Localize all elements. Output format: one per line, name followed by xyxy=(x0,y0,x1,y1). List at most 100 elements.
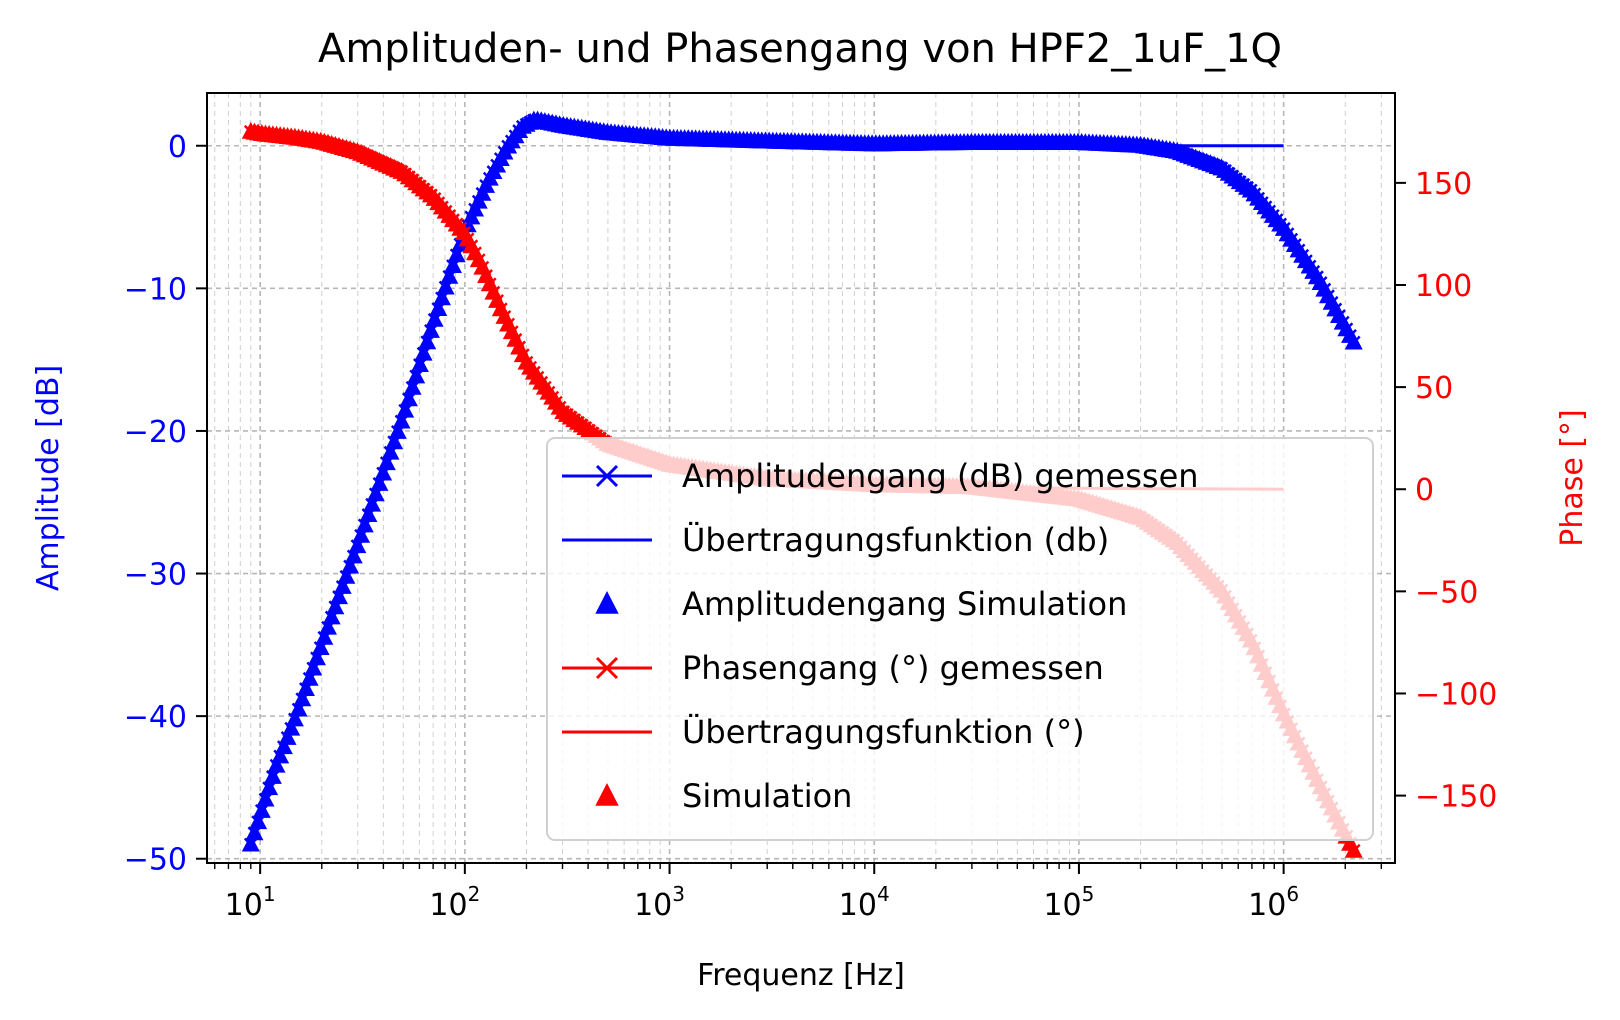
y-left-tick-label: −20 xyxy=(124,415,187,450)
triangle-marker xyxy=(267,755,286,773)
y-right-tick-label: −150 xyxy=(1415,780,1497,815)
triangle-marker xyxy=(366,484,385,502)
triangle-marker xyxy=(337,566,356,584)
triangle-marker xyxy=(1344,840,1363,858)
triangle-marker xyxy=(440,266,459,284)
x-tick-exponent: 1 xyxy=(263,882,276,906)
x-tick-base: 10 xyxy=(839,888,877,923)
triangle-marker xyxy=(333,576,352,594)
triangle-marker xyxy=(318,617,337,635)
legend-label: Übertragungsfunktion (°) xyxy=(682,713,1085,751)
triangle-marker xyxy=(421,320,440,338)
y-right-tick-label: 100 xyxy=(1415,269,1472,304)
y-right-tick-label: −50 xyxy=(1415,575,1478,610)
x-tick-exponent: 5 xyxy=(1082,882,1095,906)
triangle-marker xyxy=(263,766,282,784)
triangle-marker xyxy=(410,355,429,373)
triangle-marker xyxy=(285,709,304,727)
legend-handle-triangle xyxy=(595,591,619,614)
x-tick-label: 106 xyxy=(1248,882,1299,923)
triangle-marker xyxy=(249,812,268,830)
triangle-marker xyxy=(429,298,448,316)
x-tick-exponent: 4 xyxy=(877,882,890,906)
triangle-marker xyxy=(399,389,418,407)
x-tick-exponent: 3 xyxy=(672,882,685,906)
triangle-marker xyxy=(260,778,279,796)
triangle-marker xyxy=(274,737,293,755)
triangle-marker xyxy=(436,277,455,295)
y-left-tick-label: −50 xyxy=(124,843,187,878)
triangle-marker xyxy=(396,400,415,418)
legend-handle-triangle xyxy=(595,783,619,806)
triangle-marker xyxy=(451,234,470,252)
triangle-marker xyxy=(282,718,301,736)
y-right-tick-label: 0 xyxy=(1415,473,1434,508)
y-axis-right: 150 100 50 0 −50 −100 −150 xyxy=(1395,167,1497,815)
triangle-marker xyxy=(355,515,374,533)
triangle-marker xyxy=(293,689,312,707)
y-right-tick-label: −100 xyxy=(1415,677,1497,712)
triangle-marker xyxy=(304,658,323,676)
legend-handle-x xyxy=(595,464,619,488)
triangle-marker xyxy=(344,546,363,564)
y-right-tick-label: 50 xyxy=(1415,371,1453,406)
triangle-marker xyxy=(443,255,462,273)
x-axis-label: Frequenz [Hz] xyxy=(697,958,905,993)
x-tick-base: 10 xyxy=(1248,888,1286,923)
triangle-marker xyxy=(289,699,308,717)
triangle-marker xyxy=(359,505,378,523)
legend-label: Übertragungsfunktion (db) xyxy=(682,521,1109,559)
x-tick-label: 101 xyxy=(225,882,276,923)
triangle-marker xyxy=(322,607,341,625)
triangle-marker xyxy=(385,432,404,450)
triangle-marker xyxy=(326,597,345,615)
triangle-marker xyxy=(363,494,382,512)
triangle-marker xyxy=(307,648,326,666)
legend-handle-x xyxy=(595,656,619,680)
y-axis-left: 0 −10 −20 −30 −40 −50 xyxy=(124,130,207,878)
triangle-marker xyxy=(407,366,426,384)
x-tick-base: 10 xyxy=(429,888,467,923)
triangle-marker xyxy=(1344,332,1363,350)
y-left-tick-label: −30 xyxy=(124,558,187,593)
legend-label: Simulation xyxy=(682,777,852,815)
legend-box xyxy=(546,437,1374,841)
triangle-marker xyxy=(392,411,411,429)
y-left-tick-label: −10 xyxy=(124,272,187,307)
legend: Amplitudengang (dB) gemessen Übertragungs… xyxy=(546,437,1374,841)
y-right-tick-label: 150 xyxy=(1415,167,1472,202)
triangle-marker xyxy=(341,556,360,574)
triangle-marker xyxy=(447,245,466,263)
chart-title: Amplituden- und Phasengang von HPF2_1uF_… xyxy=(318,26,1282,72)
triangle-marker xyxy=(348,536,367,554)
triangle-marker xyxy=(315,627,334,645)
triangle-marker xyxy=(241,834,260,852)
triangle-marker xyxy=(388,421,407,439)
y-axis-label-right: Phase [°] xyxy=(1555,409,1590,547)
triangle-marker xyxy=(370,473,389,491)
triangle-marker xyxy=(300,668,319,686)
x-tick-label: 102 xyxy=(429,882,480,923)
y-left-tick-label: −40 xyxy=(124,700,187,735)
x-tick-base: 10 xyxy=(634,888,672,923)
legend-label: Amplitudengang (dB) gemessen xyxy=(682,457,1199,495)
x-tick-label: 105 xyxy=(1043,882,1094,923)
triangle-marker xyxy=(278,727,297,745)
triangle-marker xyxy=(432,288,451,306)
triangle-marker xyxy=(418,332,437,350)
y-left-tick-label: 0 xyxy=(168,130,187,165)
y-axis-label-left: Amplitude [dB] xyxy=(31,365,66,591)
triangle-marker xyxy=(296,678,315,696)
x-tick-exponent: 2 xyxy=(468,882,481,906)
triangle-marker xyxy=(256,789,275,807)
triangle-marker xyxy=(377,453,396,471)
triangle-marker xyxy=(330,587,349,605)
legend-label: Phasengang (°) gemessen xyxy=(682,649,1104,687)
legend-label: Amplitudengang Simulation xyxy=(682,585,1127,623)
x-tick-base: 10 xyxy=(1043,888,1081,923)
triangle-marker xyxy=(311,637,330,655)
triangle-marker xyxy=(245,823,264,841)
triangle-marker xyxy=(374,463,393,481)
triangle-marker xyxy=(271,746,290,764)
